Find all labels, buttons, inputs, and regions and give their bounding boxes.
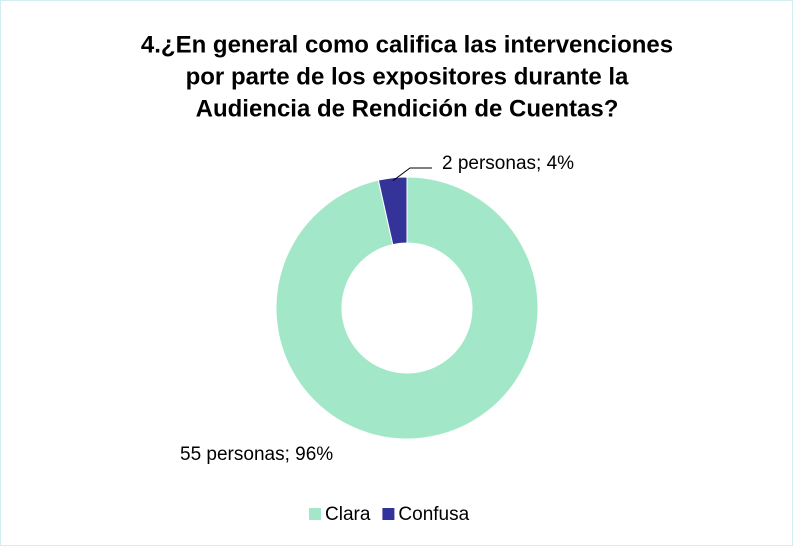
donut-slice	[275, 176, 539, 440]
leader-line	[392, 167, 432, 182]
legend-swatch	[382, 508, 395, 520]
data-label: 55 personas; 96%	[180, 444, 333, 465]
chart-title: 4.¿En general como califica las interven…	[141, 31, 673, 58]
legend-swatch	[309, 508, 321, 520]
data-label: 2 personas; 4%	[442, 153, 574, 174]
donut-slice	[377, 176, 408, 246]
legend-label: Confusa	[398, 504, 469, 525]
chart-title: por parte de los expositores durante la	[186, 63, 629, 90]
legend-label: Clara	[325, 504, 371, 525]
chart-title: Audiencia de Rendición de Cuentas?	[196, 95, 619, 122]
